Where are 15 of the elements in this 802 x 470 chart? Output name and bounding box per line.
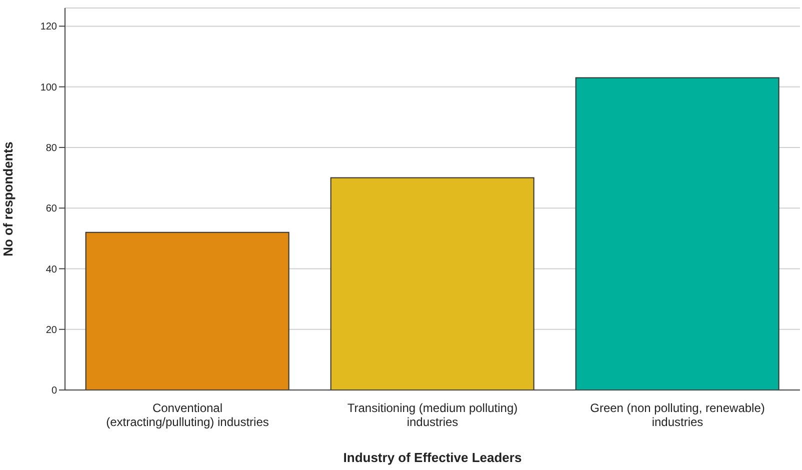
y-tick-label: 0 (51, 386, 58, 397)
y-tick-label: 120 (40, 22, 58, 33)
y-tick-label: 40 (46, 264, 58, 276)
bar (85, 232, 290, 390)
y-tick-label: 60 (46, 204, 58, 215)
bar (575, 77, 780, 390)
bar (330, 177, 534, 390)
y-axis-title: No of respondents (0, 142, 16, 256)
x-tick-label: Conventional (extracting/pulluting) industries (106, 401, 269, 429)
x-tick-label: Green (non polluting, renewable) industries (590, 401, 765, 429)
x-tick-label: Transitioning (medium polluting) industries (347, 401, 518, 429)
x-axis-title: Industry of Effective Leaders (343, 450, 522, 465)
y-tick-label: 80 (46, 143, 58, 154)
y-tick-label: 100 (40, 82, 58, 94)
y-tick-label: 20 (46, 324, 58, 336)
